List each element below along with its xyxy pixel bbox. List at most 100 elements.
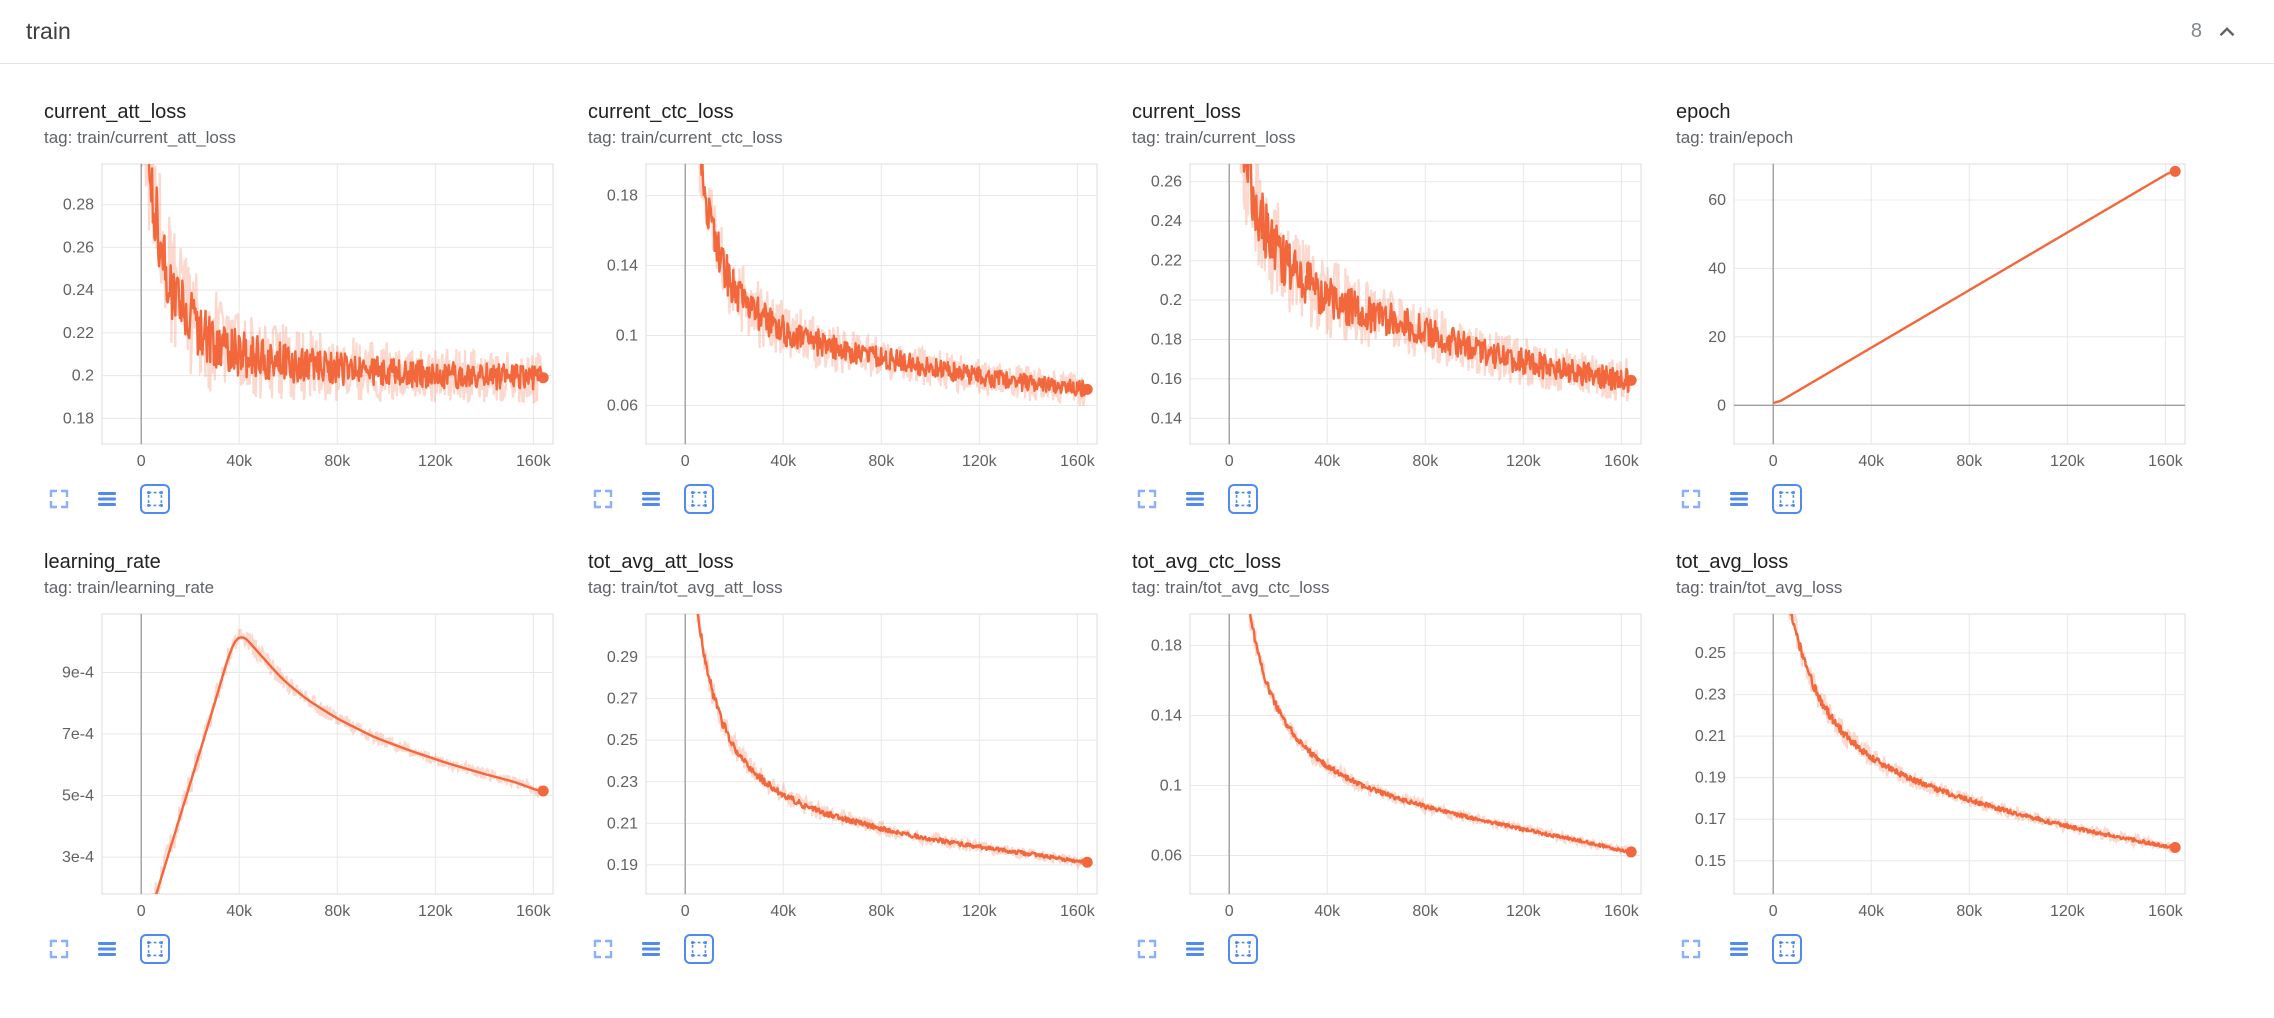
svg-text:40k: 40k xyxy=(1858,453,1885,470)
fit-domain-button[interactable] xyxy=(1228,934,1258,964)
final-value-marker xyxy=(2169,842,2181,854)
svg-text:0.15: 0.15 xyxy=(1695,853,1726,870)
data-table-button[interactable] xyxy=(1180,484,1210,514)
smoothed-series-line xyxy=(696,614,1088,865)
data-table-button[interactable] xyxy=(92,934,122,964)
svg-text:40k: 40k xyxy=(1858,903,1885,920)
svg-text:0.19: 0.19 xyxy=(1695,770,1726,787)
smoothed-series-line xyxy=(1772,170,2176,405)
svg-text:0.14: 0.14 xyxy=(1151,410,1182,427)
data-table-button[interactable] xyxy=(636,484,666,514)
fit-domain-icon xyxy=(691,941,707,957)
collapse-section-button[interactable] xyxy=(2210,15,2244,49)
svg-text:0.22: 0.22 xyxy=(1151,253,1182,270)
smoothed-series-line xyxy=(147,164,544,391)
final-value-marker xyxy=(1081,856,1093,868)
data-table-button[interactable] xyxy=(92,484,122,514)
data-table-icon xyxy=(1186,942,1204,956)
svg-text:0: 0 xyxy=(681,903,690,920)
svg-text:0: 0 xyxy=(137,453,146,470)
chart-card: learning_rate tag: train/learning_rate 9… xyxy=(44,550,559,964)
chart-card: current_att_loss tag: train/current_att_… xyxy=(44,100,559,514)
fit-domain-icon xyxy=(1779,941,1795,957)
svg-text:0.25: 0.25 xyxy=(1695,645,1726,662)
svg-text:160k: 160k xyxy=(1604,903,1640,920)
fit-domain-button[interactable] xyxy=(684,934,714,964)
fit-domain-button[interactable] xyxy=(140,934,170,964)
line-chart[interactable]: 0.25 0.23 0.21 0.19 0.17 0.15 0 40k 80k 120k 160k xyxy=(1676,608,2191,924)
line-chart[interactable]: 60 40 20 0 0 40k 80k 120k 160k xyxy=(1676,158,2191,474)
svg-text:160k: 160k xyxy=(516,903,552,920)
svg-text:5e-4: 5e-4 xyxy=(62,788,94,805)
chart-toolbar xyxy=(1676,934,2191,964)
data-table-button[interactable] xyxy=(636,934,666,964)
fullscreen-icon xyxy=(1681,939,1701,959)
expand-chart-button[interactable] xyxy=(588,934,618,964)
expand-chart-button[interactable] xyxy=(588,484,618,514)
chart-title: current_att_loss xyxy=(44,101,187,123)
svg-text:80k: 80k xyxy=(1956,903,1983,920)
fit-domain-button[interactable] xyxy=(1772,484,1802,514)
expand-chart-button[interactable] xyxy=(44,484,74,514)
svg-text:0.19: 0.19 xyxy=(607,857,638,874)
chevron-up-icon xyxy=(2219,26,2235,36)
smoothed-series-line xyxy=(699,164,1088,398)
line-chart[interactable]: 0.18 0.14 0.1 0.06 0 40k 80k 120k 160k xyxy=(588,158,1103,474)
data-table-icon xyxy=(98,492,116,506)
svg-text:0.26: 0.26 xyxy=(1151,174,1182,191)
svg-text:0.06: 0.06 xyxy=(607,398,638,415)
svg-text:20: 20 xyxy=(1708,329,1726,346)
chart-toolbar xyxy=(1676,484,2191,514)
svg-text:9e-4: 9e-4 xyxy=(62,664,94,681)
svg-text:0: 0 xyxy=(1225,903,1234,920)
svg-text:7e-4: 7e-4 xyxy=(62,726,94,743)
svg-text:160k: 160k xyxy=(1060,453,1096,470)
expand-chart-button[interactable] xyxy=(1132,934,1162,964)
fit-domain-button[interactable] xyxy=(1772,934,1802,964)
svg-text:120k: 120k xyxy=(2050,453,2086,470)
chart-toolbar xyxy=(1132,934,1647,964)
line-chart[interactable]: 0.18 0.14 0.1 0.06 0 40k 80k 120k 160k xyxy=(1132,608,1647,924)
chart-title: tot_avg_loss xyxy=(1676,551,1789,573)
line-chart[interactable]: 0.29 0.27 0.25 0.23 0.21 0.19 0 40k 80k 120k 160k xyxy=(588,608,1103,924)
svg-text:80k: 80k xyxy=(868,453,895,470)
svg-text:0.18: 0.18 xyxy=(63,410,94,427)
section-header: train 8 xyxy=(0,0,2274,64)
data-table-icon xyxy=(98,942,116,956)
expand-chart-button[interactable] xyxy=(1676,484,1706,514)
fit-domain-button[interactable] xyxy=(684,484,714,514)
section-title: train xyxy=(26,18,71,44)
expand-chart-button[interactable] xyxy=(44,934,74,964)
svg-text:0.23: 0.23 xyxy=(607,774,638,791)
svg-text:40k: 40k xyxy=(770,453,797,470)
data-table-icon xyxy=(1186,492,1204,506)
svg-text:0: 0 xyxy=(1769,453,1778,470)
fit-domain-button[interactable] xyxy=(140,484,170,514)
line-chart[interactable]: 0.28 0.26 0.24 0.22 0.2 0.18 0 40k 80k 120k 160k xyxy=(44,158,559,474)
expand-chart-button[interactable] xyxy=(1132,484,1162,514)
chart-tag: tag: train/learning_rate xyxy=(44,578,215,597)
chart-toolbar xyxy=(1132,484,1647,514)
line-chart[interactable]: 9e-4 7e-4 5e-4 3e-4 0 40k 80k 120k 160k xyxy=(44,608,559,924)
svg-text:40k: 40k xyxy=(1314,453,1341,470)
svg-text:80k: 80k xyxy=(1412,903,1439,920)
svg-text:0.2: 0.2 xyxy=(1160,292,1182,309)
final-value-marker xyxy=(537,785,549,797)
fit-domain-button[interactable] xyxy=(1228,484,1258,514)
data-table-button[interactable] xyxy=(1724,484,1754,514)
fullscreen-icon xyxy=(1137,489,1157,509)
svg-text:160k: 160k xyxy=(1604,453,1640,470)
svg-text:0: 0 xyxy=(1225,453,1234,470)
svg-text:0.1: 0.1 xyxy=(616,328,638,345)
svg-text:40k: 40k xyxy=(770,903,797,920)
data-table-button[interactable] xyxy=(1180,934,1210,964)
svg-text:0: 0 xyxy=(1769,903,1778,920)
svg-text:80k: 80k xyxy=(324,903,351,920)
data-table-button[interactable] xyxy=(1724,934,1754,964)
expand-chart-button[interactable] xyxy=(1676,934,1706,964)
data-table-icon xyxy=(1730,492,1748,506)
line-chart[interactable]: 0.26 0.24 0.22 0.2 0.18 0.16 0.14 0 40k 80k 120k 16… xyxy=(1132,158,1647,474)
fit-domain-icon xyxy=(147,941,163,957)
data-table-icon xyxy=(1730,942,1748,956)
chart-toolbar xyxy=(588,934,1103,964)
